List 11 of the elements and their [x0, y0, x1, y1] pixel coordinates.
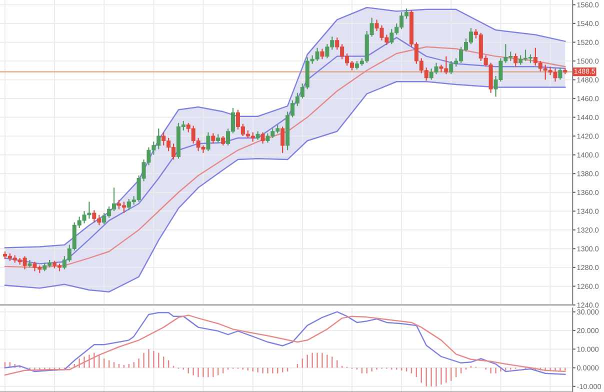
candlestick: [514, 52, 518, 68]
line-series: [4, 6, 566, 248]
candlestick: [280, 126, 285, 154]
candlestick: [558, 67, 562, 80]
candlestick: [320, 48, 324, 60]
candlestick: [221, 136, 226, 146]
line-series: [4, 81, 566, 292]
candlestick: [211, 132, 216, 144]
candlestick: [28, 259, 32, 268]
candlestick: [260, 132, 265, 144]
candlestick: [206, 132, 210, 152]
